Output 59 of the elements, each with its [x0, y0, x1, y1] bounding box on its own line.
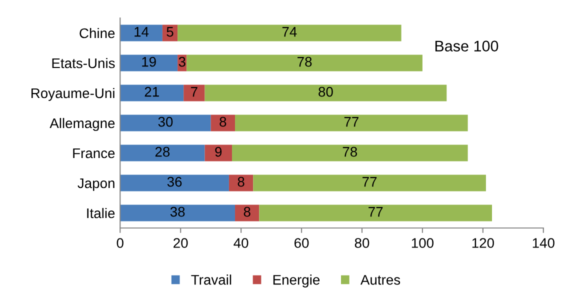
data-label: 5	[166, 27, 174, 37]
x-tick-label: 100	[412, 238, 434, 248]
bar	[259, 204, 492, 222]
bar	[120, 84, 184, 102]
bar	[162, 24, 178, 42]
data-label: 78	[342, 146, 358, 157]
legend-label: Energie	[273, 274, 320, 288]
bar	[178, 24, 402, 42]
bar	[204, 144, 232, 162]
data-label: 21	[144, 86, 159, 97]
data-label: 80	[318, 86, 333, 97]
y-tick-label: Japon	[78, 178, 114, 191]
data-label: 30	[158, 116, 173, 127]
data-label: 77	[362, 177, 377, 187]
bar	[120, 54, 178, 72]
x-tick-label: 140	[532, 238, 554, 248]
y-tick-label: France	[73, 148, 115, 158]
y-tick-label: Etats-Unis	[52, 58, 115, 68]
bar	[120, 204, 236, 222]
data-label: 8	[220, 116, 226, 127]
annotation: Base 100	[435, 40, 498, 52]
data-label: 7	[191, 87, 198, 97]
data-label: 74	[282, 27, 297, 37]
bar	[120, 144, 205, 162]
bar	[235, 204, 260, 222]
y-tick-label: Royaume-Uni	[31, 88, 114, 101]
data-label: 38	[170, 206, 185, 217]
data-label: 8	[238, 176, 244, 187]
legend-label: Travail	[191, 274, 232, 285]
bar	[210, 114, 236, 132]
data-label: 19	[142, 56, 156, 67]
x-tick-label: 120	[472, 238, 494, 248]
data-label: 14	[134, 27, 149, 37]
y-tick-label: Italie	[87, 208, 115, 218]
bar	[235, 114, 468, 132]
data-label: 28	[155, 146, 170, 157]
bar	[120, 174, 229, 192]
x-tick-label: 0	[116, 238, 124, 248]
y-tick-label: Allemagne	[50, 118, 115, 131]
bar	[120, 114, 211, 132]
bar	[184, 84, 205, 102]
x-tick-label: 40	[234, 238, 248, 248]
legend-label: Autres	[360, 275, 400, 285]
bar	[204, 84, 447, 102]
data-label: 3	[178, 56, 186, 67]
y-tick-label: Chine	[80, 28, 115, 38]
x-tick-label: 20	[174, 238, 188, 248]
data-label: 77	[368, 207, 383, 217]
bar	[253, 174, 486, 192]
bar	[186, 54, 422, 72]
data-label: 36	[167, 176, 182, 187]
x-tick-label: 60	[294, 238, 309, 248]
bar	[232, 144, 468, 162]
data-label: 8	[244, 206, 250, 217]
data-label: 77	[344, 117, 358, 127]
data-label: 9	[215, 146, 222, 157]
bar	[120, 24, 162, 42]
data-label: 78	[298, 56, 312, 67]
x-tick-label: 80	[354, 238, 370, 248]
